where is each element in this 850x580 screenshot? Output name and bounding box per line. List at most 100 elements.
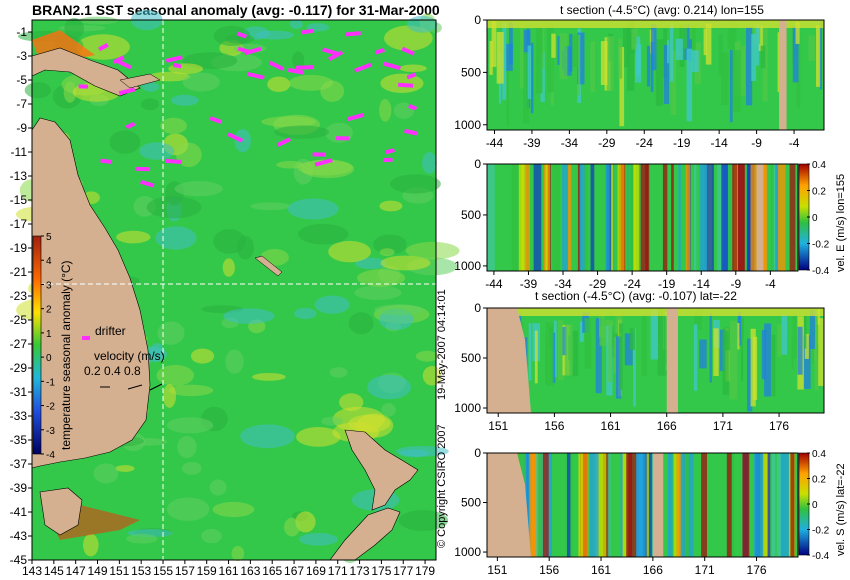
section-stripe — [732, 50, 741, 112]
anomaly-patch — [328, 240, 371, 263]
section-stripe — [771, 453, 776, 557]
section-frame — [486, 307, 825, 414]
drifter-mark — [268, 60, 284, 71]
section-stripe — [701, 453, 707, 557]
anomaly-patch — [321, 416, 343, 426]
section-stripe — [605, 164, 610, 271]
section-stripe — [670, 50, 676, 115]
map-x-tick-label: 143 — [22, 564, 42, 578]
section-stripe — [534, 330, 538, 384]
anomaly-patch — [175, 142, 202, 167]
section-stripe — [506, 49, 510, 128]
section-stripe — [521, 164, 524, 271]
anomaly-patch — [174, 181, 223, 197]
map-y-tick-label: -29 — [10, 361, 28, 375]
map-y-tick-label: -5 — [16, 73, 27, 87]
section-stripe — [791, 339, 794, 369]
anomaly-patch — [287, 198, 339, 220]
section-stripe — [691, 22, 696, 64]
anomaly-patch — [415, 350, 439, 362]
section-stripe — [737, 164, 744, 271]
section-stripe — [620, 453, 623, 557]
section-stripe — [722, 331, 729, 395]
section-x-tick-label: 176 — [769, 419, 789, 433]
section-stripe — [606, 36, 614, 91]
section-stripe — [551, 33, 556, 58]
colorbar-tick-label: 3 — [46, 280, 52, 291]
anomaly-patch — [160, 117, 187, 134]
anomaly-patch — [252, 373, 286, 381]
map-y-tick-label: -35 — [10, 433, 28, 447]
map-legend: drifter velocity (m/s) 0.2 0.4 0.8 — [82, 324, 165, 391]
anomaly-patch — [295, 511, 316, 533]
section-stripe — [615, 336, 622, 399]
section-stripe — [527, 45, 532, 99]
section-stripe — [750, 328, 756, 407]
section-stripe — [673, 453, 680, 557]
anomaly-patch — [212, 501, 255, 518]
section-stripe — [524, 164, 530, 271]
section-stripe — [545, 164, 548, 271]
section-x-tick-label: -4 — [765, 277, 776, 291]
section-stripe — [491, 21, 497, 67]
section-stripe — [533, 164, 542, 271]
section-stripe — [577, 164, 581, 271]
drifter-mark — [209, 116, 222, 124]
section-coast-land — [487, 453, 531, 557]
anomaly-patch — [297, 159, 353, 176]
anomaly-patch — [296, 427, 341, 447]
section-stripe — [584, 164, 588, 271]
section-stripe — [803, 335, 811, 389]
section-stripe — [623, 27, 630, 68]
anomaly-patch — [380, 255, 431, 271]
section-stripe — [645, 164, 650, 271]
section-stripe — [741, 46, 746, 96]
map-x-tick-label: 163 — [240, 564, 260, 578]
section-stripe — [607, 453, 611, 557]
section-stripe — [579, 164, 585, 271]
section-stripe — [742, 453, 750, 557]
section-stripe — [803, 315, 807, 349]
section-stripe — [727, 28, 735, 49]
anomaly-patch — [250, 202, 291, 211]
velE-colorbar-ticks: 0.4 0.2 0 -0.2 -0.4 — [807, 160, 830, 277]
anomaly-patch — [390, 174, 441, 194]
section-stripe — [727, 164, 732, 271]
section-stripe — [621, 453, 627, 557]
drifter-mark — [172, 62, 182, 69]
colorbar-tick-label: -4 — [46, 450, 55, 461]
section-x-tick-label: -39 — [520, 277, 538, 291]
section-panel-t-lat: 151 156 161 166 171 176 0 500 1000 — [454, 301, 825, 433]
section-stripe — [755, 453, 763, 557]
section-stripe — [789, 164, 796, 271]
anomaly-patch — [166, 497, 210, 521]
section-panel-t-lon: -44 -39 -34 -29 -24 -19 -14 -9 -4 0 500 1000 — [454, 13, 825, 150]
anomaly-patch — [357, 269, 406, 287]
colorbar-tick-label: -2 — [46, 402, 55, 413]
map-y-tick-label: -41 — [10, 505, 28, 519]
section-stripe — [523, 52, 529, 124]
section-x-tick-label: -29 — [598, 136, 616, 150]
section-x-tick-label: 171 — [695, 563, 715, 577]
anomaly-patch — [381, 403, 396, 417]
anomaly-patch — [163, 384, 176, 408]
drifter-legend-swatch — [82, 336, 90, 340]
anomaly-patch — [355, 257, 387, 269]
map-y-tick-label: -33 — [10, 409, 28, 423]
anomaly-patch — [399, 64, 427, 73]
map-x-tick-label: 165 — [262, 564, 282, 578]
colorbar-tick-label: 5 — [46, 232, 52, 243]
land-new-caledonia — [254, 255, 283, 277]
map-y-tick-label: -19 — [10, 241, 28, 255]
section-stripe — [646, 453, 653, 557]
section-stripe — [781, 453, 789, 557]
anomaly-patch — [190, 348, 215, 364]
anomaly-patch — [348, 312, 374, 335]
map-x-tick-label: 171 — [328, 564, 348, 578]
drifter-mark — [336, 136, 350, 141]
section-stripe — [646, 45, 651, 87]
section-land-column — [666, 308, 678, 413]
section-stripe — [595, 453, 603, 557]
map-y-tick-label: -9 — [16, 121, 27, 135]
section-stripe — [619, 47, 625, 127]
